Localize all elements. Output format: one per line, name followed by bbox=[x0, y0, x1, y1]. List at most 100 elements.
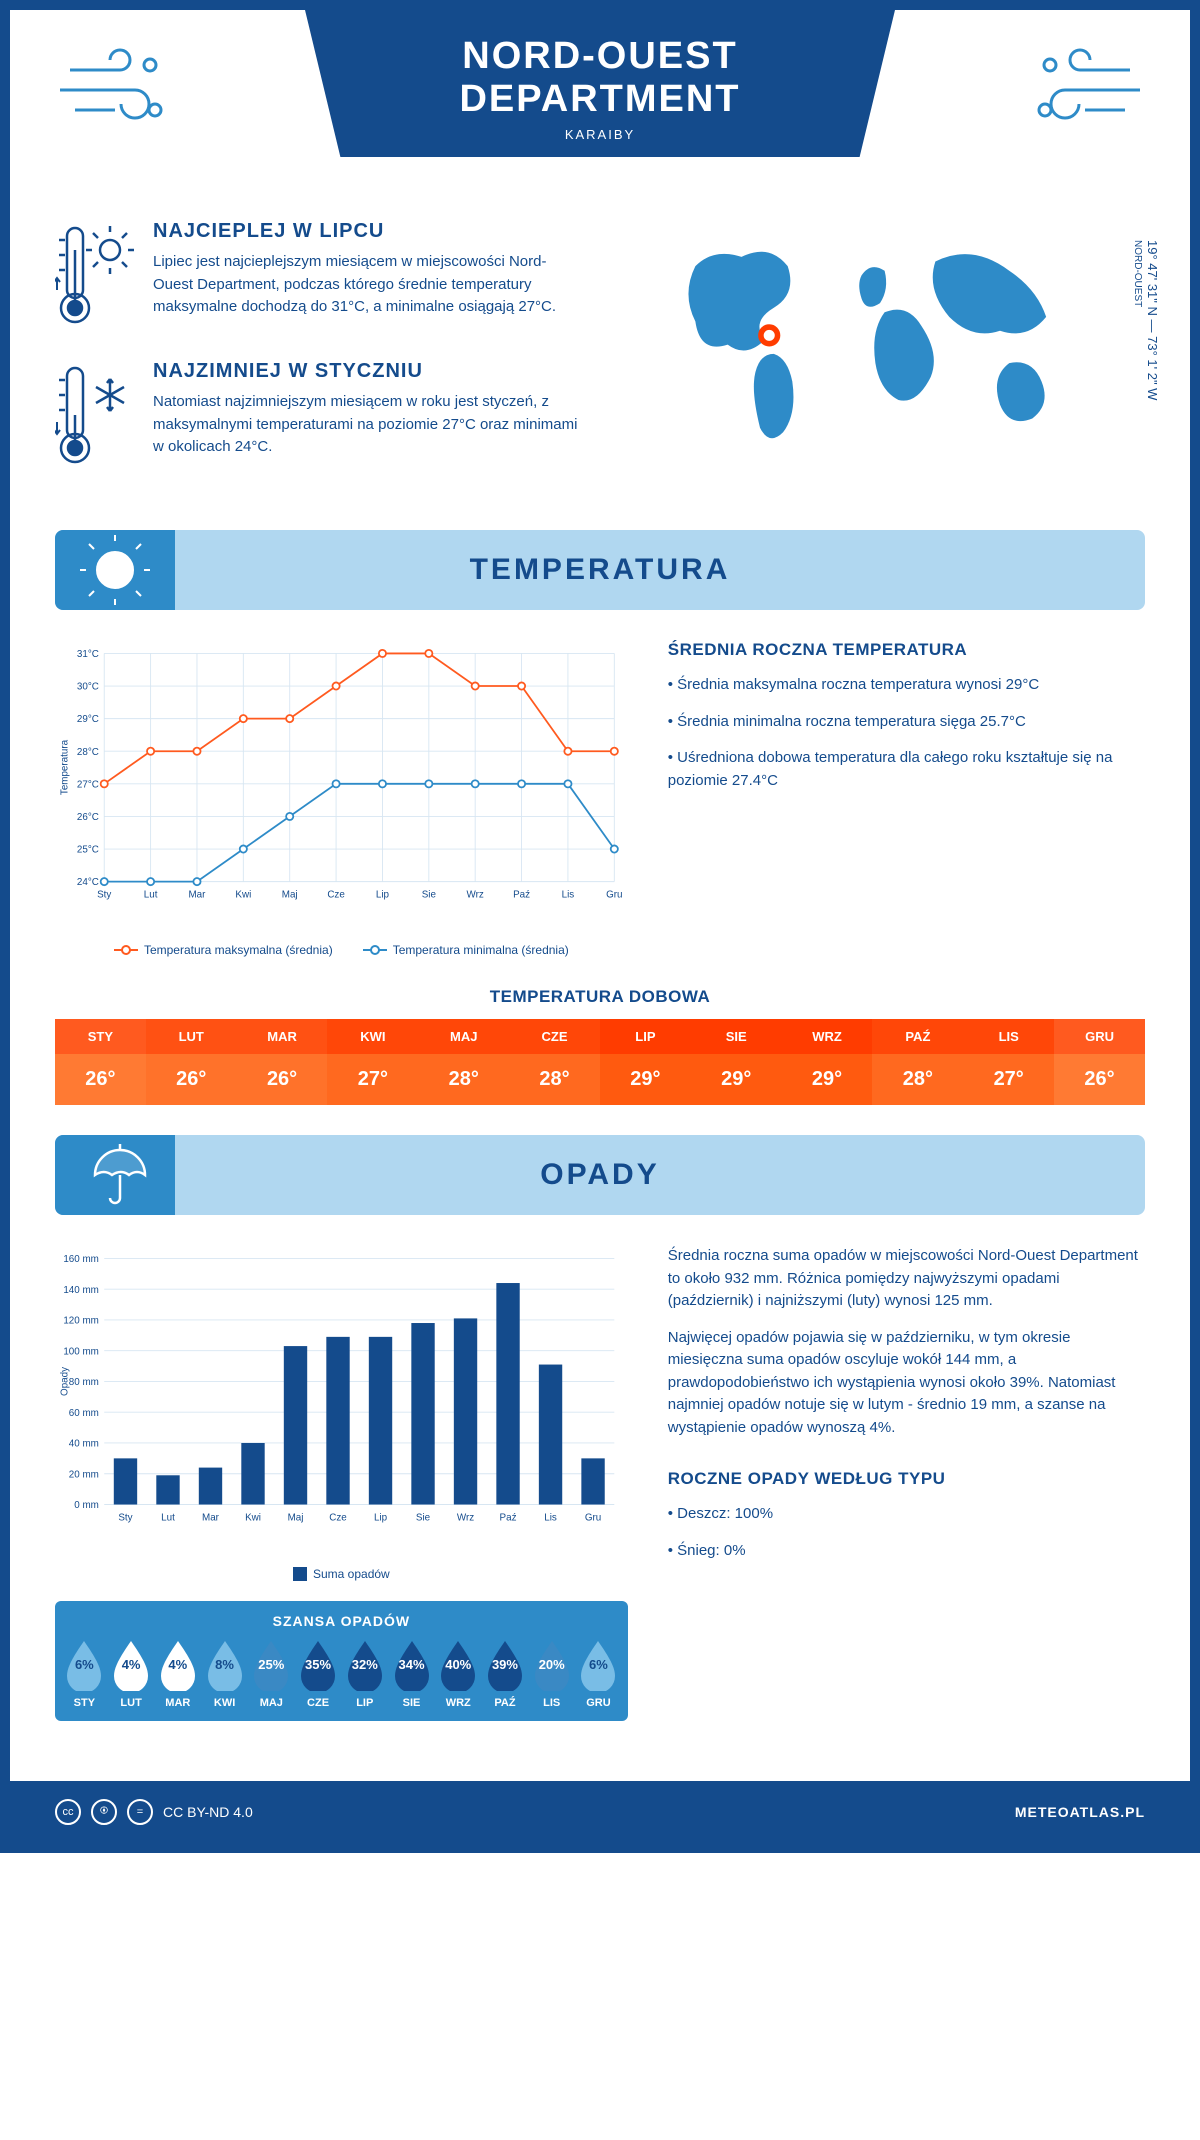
rain-drop-icon: 40% bbox=[437, 1639, 479, 1691]
warmest-block: NAJCIEPLEJ W LIPCU Lipiec jest najcieple… bbox=[55, 220, 585, 335]
svg-text:0 mm: 0 mm bbox=[74, 1500, 99, 1511]
month-label: SIE bbox=[691, 1019, 782, 1054]
bullet: • Uśredniona dobowa temperatura dla całe… bbox=[668, 747, 1145, 792]
coldest-text: Natomiast najzimniejszym miesiącem w rok… bbox=[153, 391, 585, 459]
drop-col: 8% KWI bbox=[203, 1639, 246, 1709]
drop-col: 39% PAŹ bbox=[484, 1639, 527, 1709]
rain-drop-icon: 34% bbox=[391, 1639, 433, 1691]
drop-value: 40% bbox=[445, 1657, 471, 1672]
wind-icon bbox=[1020, 40, 1150, 145]
svg-text:Kwi: Kwi bbox=[245, 1513, 261, 1524]
rain-drop-icon: 39% bbox=[484, 1639, 526, 1691]
section-title: TEMPERATURA bbox=[470, 553, 731, 587]
info-title: ŚREDNIA ROCZNA TEMPERATURA bbox=[668, 640, 1145, 660]
drop-col: 4% MAR bbox=[156, 1639, 199, 1709]
rain-drop-icon: 6% bbox=[63, 1639, 105, 1691]
month-col: SIE 29° bbox=[691, 1019, 782, 1105]
drop-value: 34% bbox=[398, 1657, 424, 1672]
month-col: KWI 27° bbox=[327, 1019, 418, 1105]
thermometer-snow-icon bbox=[55, 360, 135, 475]
drop-col: 6% STY bbox=[63, 1639, 106, 1709]
drop-value: 35% bbox=[305, 1657, 331, 1672]
svg-text:Lip: Lip bbox=[376, 890, 390, 901]
coldest-title: NAJZIMNIEJ W STYCZNIU bbox=[153, 360, 585, 383]
rain-info: Średnia roczna suma opadów w miejscowośc… bbox=[668, 1245, 1145, 1720]
month-value: 28° bbox=[418, 1054, 509, 1105]
rain-drop-icon: 32% bbox=[344, 1639, 386, 1691]
svg-text:40 mm: 40 mm bbox=[69, 1439, 99, 1450]
month-label: STY bbox=[55, 1019, 146, 1054]
month-col: LIP 29° bbox=[600, 1019, 691, 1105]
month-label: PAŹ bbox=[872, 1019, 963, 1054]
svg-text:29°C: 29°C bbox=[77, 714, 99, 725]
month-label: WRZ bbox=[782, 1019, 873, 1054]
month-value: 29° bbox=[691, 1054, 782, 1105]
month-col: STY 26° bbox=[55, 1019, 146, 1105]
drop-month: LIS bbox=[530, 1697, 573, 1709]
page-title: NORD-OUEST DEPARTMENT bbox=[365, 35, 835, 121]
svg-text:Kwi: Kwi bbox=[235, 890, 251, 901]
drop-month: STY bbox=[63, 1697, 106, 1709]
drop-col: 34% SIE bbox=[390, 1639, 433, 1709]
svg-text:25°C: 25°C bbox=[77, 845, 99, 856]
drop-col: 32% LIP bbox=[343, 1639, 386, 1709]
rain-drop-icon: 25% bbox=[250, 1639, 292, 1691]
svg-text:Lis: Lis bbox=[562, 890, 575, 901]
svg-text:Paź: Paź bbox=[513, 890, 530, 901]
site-name: METEOATLAS.PL bbox=[1015, 1804, 1145, 1820]
drop-value: 8% bbox=[215, 1657, 234, 1672]
rain-p2: Najwięcej opadów pojawia się w październ… bbox=[668, 1327, 1145, 1440]
rain-p1: Średnia roczna suma opadów w miejscowośc… bbox=[668, 1245, 1145, 1313]
svg-text:120 mm: 120 mm bbox=[63, 1316, 99, 1327]
drop-col: 6% GRU bbox=[577, 1639, 620, 1709]
month-col: CZE 28° bbox=[509, 1019, 600, 1105]
drop-value: 20% bbox=[539, 1657, 565, 1672]
month-label: LIP bbox=[600, 1019, 691, 1054]
month-label: LIS bbox=[963, 1019, 1054, 1054]
month-label: LUT bbox=[146, 1019, 237, 1054]
svg-text:Gru: Gru bbox=[606, 890, 622, 901]
intro-section: NAJCIEPLEJ W LIPCU Lipiec jest najcieple… bbox=[55, 220, 1145, 500]
drop-month: KWI bbox=[203, 1697, 246, 1709]
svg-text:Cze: Cze bbox=[327, 890, 345, 901]
svg-text:Gru: Gru bbox=[585, 1513, 601, 1524]
svg-text:24°C: 24°C bbox=[77, 877, 99, 888]
svg-text:30°C: 30°C bbox=[77, 682, 99, 693]
svg-text:Lip: Lip bbox=[374, 1513, 388, 1524]
drop-month: WRZ bbox=[437, 1697, 480, 1709]
month-label: KWI bbox=[327, 1019, 418, 1054]
warmest-title: NAJCIEPLEJ W LIPCU bbox=[153, 220, 585, 243]
drop-col: 40% WRZ bbox=[437, 1639, 480, 1709]
month-label: GRU bbox=[1054, 1019, 1145, 1054]
footer: cc 🅯 = CC BY-ND 4.0 METEOATLAS.PL bbox=[10, 1781, 1190, 1843]
month-value: 28° bbox=[509, 1054, 600, 1105]
rain-drop-icon: 8% bbox=[204, 1639, 246, 1691]
month-label: CZE bbox=[509, 1019, 600, 1054]
bullet: • Średnia minimalna roczna temperatura s… bbox=[668, 711, 1145, 734]
drop-month: MAJ bbox=[250, 1697, 293, 1709]
svg-text:Wrz: Wrz bbox=[467, 890, 484, 901]
drop-value: 6% bbox=[75, 1657, 94, 1672]
svg-text:160 mm: 160 mm bbox=[63, 1254, 99, 1265]
month-value: 26° bbox=[237, 1054, 328, 1105]
drop-value: 32% bbox=[352, 1657, 378, 1672]
drop-month: LUT bbox=[110, 1697, 153, 1709]
rain-drop-icon: 20% bbox=[531, 1639, 573, 1691]
chart-legend: Suma opadów bbox=[55, 1567, 628, 1581]
svg-text:Wrz: Wrz bbox=[457, 1513, 474, 1524]
temperature-info: ŚREDNIA ROCZNA TEMPERATURA • Średnia mak… bbox=[668, 640, 1145, 957]
header: NORD-OUEST DEPARTMENT KARAIBY bbox=[10, 10, 1190, 190]
svg-text:140 mm: 140 mm bbox=[63, 1285, 99, 1296]
drop-value: 25% bbox=[258, 1657, 284, 1672]
drop-value: 39% bbox=[492, 1657, 518, 1672]
svg-text:Paź: Paź bbox=[500, 1513, 517, 1524]
section-header-temperature: TEMPERATURA bbox=[55, 530, 1145, 610]
month-value: 28° bbox=[872, 1054, 963, 1105]
month-col: LIS 27° bbox=[963, 1019, 1054, 1105]
month-col: WRZ 29° bbox=[782, 1019, 873, 1105]
month-label: MAR bbox=[237, 1019, 328, 1054]
drop-value: 4% bbox=[168, 1657, 187, 1672]
title-banner: NORD-OUEST DEPARTMENT KARAIBY bbox=[305, 10, 895, 157]
page: NORD-OUEST DEPARTMENT KARAIBY NAJCIEPLEJ… bbox=[0, 0, 1200, 1853]
page-subtitle: KARAIBY bbox=[365, 127, 835, 142]
